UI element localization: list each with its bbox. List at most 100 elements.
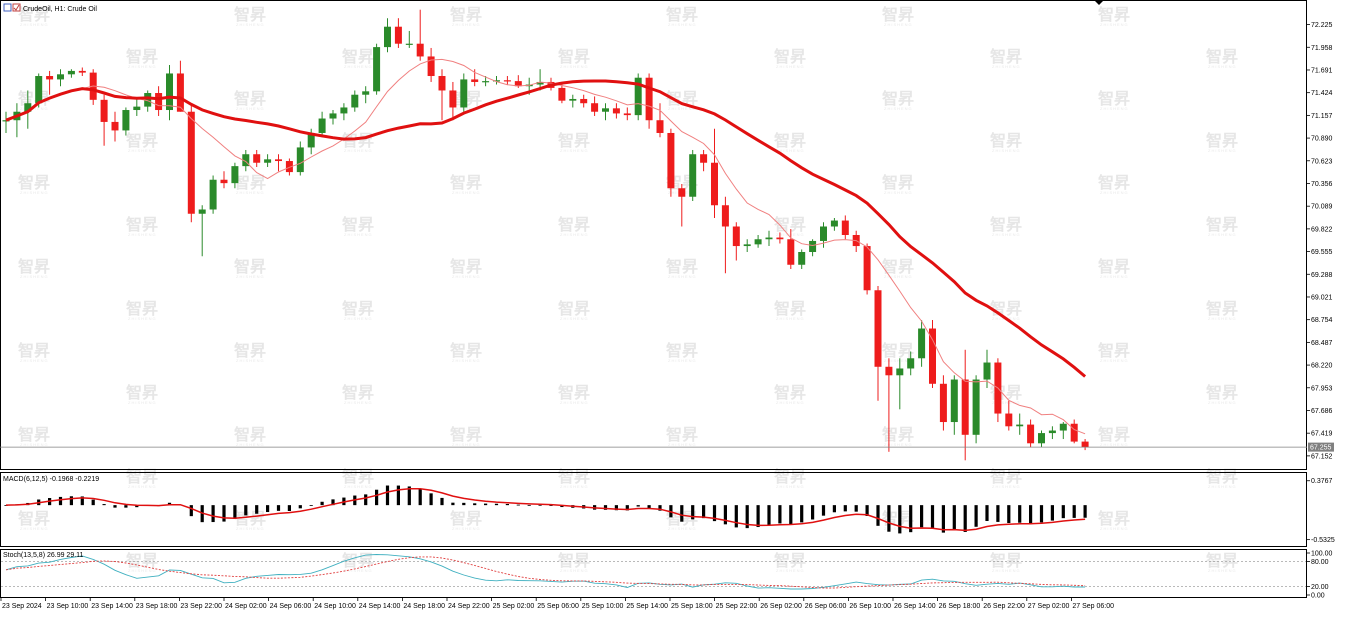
candle[interactable] bbox=[264, 154, 272, 167]
candle[interactable] bbox=[950, 375, 958, 435]
candle[interactable] bbox=[351, 90, 359, 112]
watermark-subtext: ZHISHENG bbox=[1208, 148, 1237, 153]
candle[interactable] bbox=[242, 149, 250, 172]
candle[interactable] bbox=[798, 249, 806, 270]
candle[interactable] bbox=[1048, 426, 1056, 440]
watermark-subtext: ZHISHENG bbox=[344, 568, 373, 573]
candle[interactable] bbox=[176, 60, 184, 112]
candle[interactable] bbox=[155, 86, 163, 116]
macd-histogram-bar bbox=[1007, 505, 1011, 524]
candle[interactable] bbox=[220, 171, 228, 189]
candle[interactable] bbox=[754, 235, 762, 248]
candle[interactable] bbox=[253, 149, 261, 167]
candle[interactable] bbox=[438, 69, 446, 121]
candle[interactable] bbox=[416, 9, 424, 61]
candle[interactable] bbox=[394, 18, 402, 48]
candle[interactable] bbox=[623, 107, 631, 121]
candle[interactable] bbox=[405, 30, 413, 48]
candle[interactable] bbox=[612, 103, 620, 119]
candle[interactable] bbox=[493, 76, 500, 85]
candle[interactable] bbox=[449, 81, 457, 121]
candle[interactable] bbox=[874, 286, 882, 401]
price-panel[interactable] bbox=[2, 9, 1089, 461]
candle[interactable] bbox=[1070, 419, 1078, 444]
candle[interactable] bbox=[929, 320, 936, 389]
candle[interactable] bbox=[711, 128, 718, 218]
candle[interactable] bbox=[318, 111, 326, 138]
candle[interactable] bbox=[460, 73, 468, 112]
price-tick-label: 69.021 bbox=[1311, 294, 1333, 301]
candle[interactable] bbox=[580, 94, 588, 108]
candle[interactable] bbox=[1016, 413, 1024, 435]
candle[interactable] bbox=[787, 229, 795, 270]
macd-histogram-bar bbox=[712, 505, 717, 522]
candle[interactable] bbox=[1038, 430, 1045, 448]
candle[interactable] bbox=[503, 76, 511, 85]
candle[interactable] bbox=[569, 94, 577, 108]
watermark-logo: 智昇 bbox=[1206, 551, 1238, 570]
candle[interactable] bbox=[743, 239, 751, 253]
candle[interactable] bbox=[841, 215, 849, 240]
candle[interactable] bbox=[896, 358, 904, 410]
candle[interactable] bbox=[830, 217, 838, 231]
candle[interactable] bbox=[166, 64, 173, 121]
candle[interactable] bbox=[111, 111, 119, 142]
candle[interactable] bbox=[961, 349, 969, 461]
watermark-logo: 智昇 bbox=[342, 47, 374, 66]
candle[interactable] bbox=[689, 149, 697, 201]
shift-marker-icon[interactable] bbox=[1095, 1, 1103, 5]
candle[interactable] bbox=[231, 162, 239, 189]
candle[interactable] bbox=[1059, 422, 1067, 440]
candle[interactable] bbox=[558, 84, 566, 104]
candle[interactable] bbox=[852, 230, 860, 253]
candle[interactable] bbox=[275, 154, 282, 172]
candle[interactable] bbox=[362, 86, 370, 104]
candle[interactable] bbox=[885, 358, 893, 452]
candle[interactable] bbox=[863, 243, 871, 295]
candle[interactable] bbox=[482, 76, 490, 87]
watermark-subtext: ZHISHENG bbox=[1208, 232, 1237, 237]
candle[interactable] bbox=[296, 141, 304, 176]
candle[interactable] bbox=[46, 70, 54, 95]
candle[interactable] bbox=[918, 320, 926, 367]
candle[interactable] bbox=[373, 43, 381, 95]
candle[interactable] bbox=[667, 128, 675, 197]
candle[interactable] bbox=[656, 103, 664, 138]
candle[interactable] bbox=[1005, 400, 1013, 431]
candle-body bbox=[536, 81, 544, 85]
candle[interactable] bbox=[67, 69, 75, 78]
candle[interactable] bbox=[2, 111, 10, 133]
candle[interactable] bbox=[100, 94, 108, 146]
candle[interactable] bbox=[939, 375, 947, 431]
candle[interactable] bbox=[721, 196, 729, 274]
candle[interactable] bbox=[536, 69, 544, 91]
candle[interactable] bbox=[634, 73, 642, 121]
candle[interactable] bbox=[187, 103, 195, 223]
candle[interactable] bbox=[809, 239, 817, 257]
candle[interactable] bbox=[471, 69, 479, 87]
candle[interactable] bbox=[678, 183, 686, 227]
candle[interactable] bbox=[57, 69, 64, 87]
candle[interactable] bbox=[1027, 419, 1035, 448]
candle[interactable] bbox=[591, 96, 599, 116]
candle[interactable] bbox=[198, 205, 206, 257]
candle[interactable] bbox=[329, 110, 337, 125]
candle[interactable] bbox=[732, 222, 740, 261]
candle[interactable] bbox=[427, 47, 435, 82]
candle[interactable] bbox=[645, 73, 653, 129]
candle[interactable] bbox=[340, 103, 348, 121]
candle[interactable] bbox=[78, 67, 86, 77]
candle[interactable] bbox=[24, 90, 32, 129]
candle[interactable] bbox=[972, 375, 980, 444]
candle[interactable] bbox=[700, 149, 708, 172]
candle[interactable] bbox=[907, 351, 915, 376]
candle[interactable] bbox=[384, 18, 391, 53]
candle[interactable] bbox=[122, 107, 130, 136]
candle[interactable] bbox=[602, 103, 609, 121]
candle[interactable] bbox=[765, 230, 773, 247]
candle[interactable] bbox=[1081, 439, 1089, 451]
candle[interactable] bbox=[209, 175, 217, 214]
candle[interactable] bbox=[776, 232, 784, 244]
candle[interactable] bbox=[133, 98, 141, 116]
